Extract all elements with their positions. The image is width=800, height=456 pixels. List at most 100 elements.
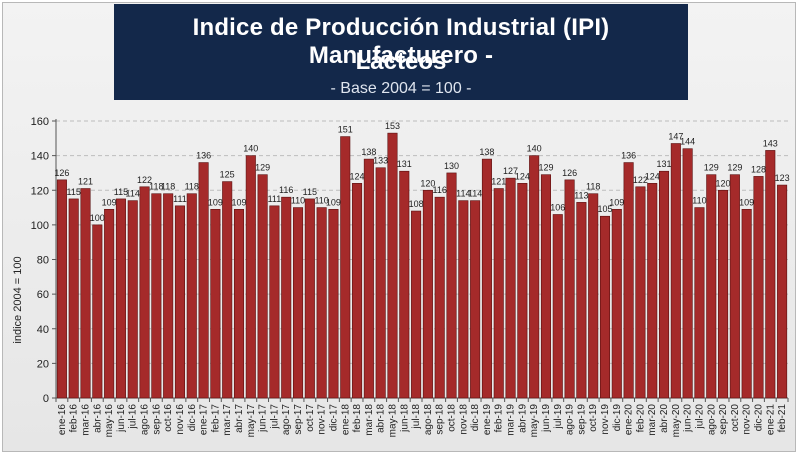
y-tick-label: 20 [37, 358, 49, 370]
x-tick-label: feb-20 [635, 404, 646, 433]
data-label: 109 [208, 197, 223, 207]
data-label: 114 [126, 189, 140, 199]
bar [139, 186, 150, 399]
x-tick-label: mar-17 [222, 404, 233, 436]
x-tick-label: may-16 [104, 404, 115, 438]
bar [363, 158, 374, 399]
data-label: 129 [255, 163, 270, 173]
bar [777, 184, 788, 399]
bar [352, 183, 363, 399]
bar [576, 202, 587, 399]
data-label: 115 [114, 187, 128, 197]
data-label: 100 [90, 213, 105, 223]
data-label: 109 [102, 197, 117, 207]
bar [706, 174, 717, 399]
x-tick-label: ene-20 [624, 404, 635, 436]
x-tick-label: jul-19 [553, 404, 564, 430]
data-label: 113 [574, 190, 588, 200]
x-tick-label: dic-16 [187, 404, 198, 432]
data-label: 151 [338, 125, 353, 135]
x-tick-label: oct-16 [163, 404, 174, 432]
bar [127, 200, 138, 399]
data-label: 118 [185, 182, 199, 192]
x-tick-label: mar-18 [364, 404, 375, 436]
data-label: 131 [397, 159, 412, 169]
x-tick-label: jul-20 [694, 404, 705, 430]
bar [316, 207, 327, 399]
data-label: 115 [67, 187, 81, 197]
bar [694, 207, 705, 399]
x-tick-label: abr-16 [92, 404, 103, 433]
bar [741, 208, 752, 399]
bar [92, 224, 103, 399]
data-label: 111 [268, 194, 282, 204]
data-label: 125 [220, 170, 235, 180]
bar [269, 205, 280, 399]
x-tick-label: may-18 [387, 404, 398, 438]
x-tick-label: oct-19 [588, 404, 599, 432]
x-tick-label: feb-19 [494, 404, 505, 433]
x-tick-labels: ene-16 feb-16 mar-16 abr-16 may-16 jun-16 jul-… [57, 404, 788, 438]
bar [293, 207, 304, 399]
x-tick-label: abr-20 [659, 404, 670, 433]
data-label: 116 [433, 185, 447, 195]
bar [599, 215, 611, 399]
bar [422, 189, 433, 399]
bar [328, 208, 339, 399]
bar [493, 188, 504, 399]
data-label: 110 [291, 196, 305, 206]
x-tick-label: ene-19 [482, 404, 493, 436]
y-tick-labels: 0 20 40 60 80 100 120 140 160 [31, 116, 49, 405]
x-tick-label: jun-20 [683, 404, 694, 433]
data-label: 133 [373, 156, 388, 166]
x-tick-label: nov-20 [742, 404, 753, 435]
data-label: 105 [597, 204, 612, 214]
data-label: 109 [231, 197, 246, 207]
x-tick-label: ago-20 [706, 404, 717, 436]
data-label: 114 [456, 189, 470, 199]
x-tick-label: may-19 [529, 404, 540, 438]
x-tick-label: mar-20 [647, 404, 658, 436]
data-label: 120 [420, 178, 435, 188]
bar [505, 177, 516, 399]
x-tick-label: oct-20 [730, 404, 741, 432]
x-tick-label: jul-16 [128, 404, 139, 430]
data-label: 120 [716, 178, 731, 188]
bar [647, 183, 658, 399]
bar [151, 193, 162, 399]
bar [765, 150, 776, 399]
data-label: 136 [196, 151, 211, 161]
x-tick-label: jul-17 [269, 404, 280, 430]
bar [104, 208, 115, 399]
bar [411, 210, 422, 399]
data-label: 143 [763, 138, 778, 148]
y-tick-label: 0 [43, 393, 49, 405]
bar [56, 179, 67, 399]
bar [115, 198, 126, 399]
x-tick-label: nov-18 [458, 404, 469, 435]
chart-title-line2: Lácteos [355, 48, 447, 75]
x-tick-label: may-20 [671, 404, 682, 438]
x-tick-label: dic-17 [328, 404, 339, 432]
bar [670, 143, 681, 399]
data-label: 126 [54, 168, 69, 178]
x-tick-label: ago-18 [423, 404, 434, 436]
bar [623, 162, 634, 399]
data-label: 106 [550, 202, 565, 212]
bar [446, 172, 457, 399]
data-label: 131 [657, 159, 672, 169]
bar [682, 148, 693, 399]
bar [304, 198, 315, 399]
x-tick-label: sep-19 [576, 404, 587, 435]
data-label: 116 [279, 185, 293, 195]
bar [174, 205, 185, 399]
bar [340, 136, 351, 399]
x-tick-label: nov-19 [600, 404, 611, 435]
bar [611, 208, 622, 399]
x-tick-label: jul-18 [411, 404, 422, 430]
bars [56, 132, 788, 399]
data-label: 109 [326, 197, 341, 207]
data-label: 118 [149, 182, 163, 192]
x-tick-label: oct-17 [305, 404, 316, 432]
x-tick-label: ago-19 [565, 404, 576, 436]
